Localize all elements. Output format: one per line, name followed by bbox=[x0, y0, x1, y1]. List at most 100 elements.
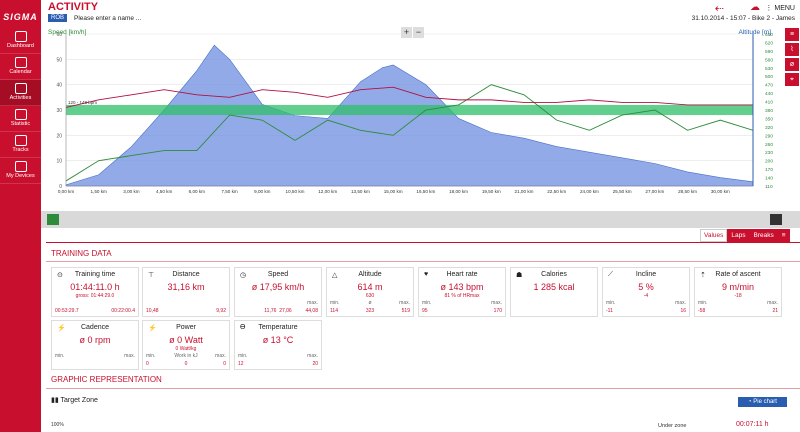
card-subvalue: 81 % of HRmax bbox=[419, 293, 505, 299]
x-tick: 15,00 km bbox=[384, 189, 403, 194]
card-max: 0 bbox=[223, 361, 226, 367]
y-right-tick: 200 bbox=[765, 159, 773, 165]
activity-info: 31.10.2014 - 15:07 - Bike 2 - James bbox=[691, 15, 795, 22]
altitude-area bbox=[65, 44, 754, 187]
chart-tool-bar: ≡ ⌇ ø ⌖ bbox=[784, 26, 800, 226]
x-tick: 1,50 km bbox=[91, 189, 108, 194]
activity-name-input[interactable]: Please enter a name ... bbox=[74, 15, 142, 22]
tab-values[interactable]: Values bbox=[700, 229, 728, 242]
card-min: 114 bbox=[330, 308, 338, 314]
card-title: Cadence bbox=[80, 324, 110, 331]
line-chart-icon[interactable]: ⌇ bbox=[785, 43, 799, 56]
timeline-slider[interactable] bbox=[41, 211, 800, 228]
sidebar: SIGMA Dashboard Calendar Activities Stat… bbox=[0, 0, 41, 432]
card-min-label: min. bbox=[146, 353, 156, 359]
slider-start-handle[interactable] bbox=[47, 214, 59, 225]
y-left-tick: 40 bbox=[56, 83, 62, 89]
y-right-tick: 500 bbox=[765, 74, 773, 80]
cloud-upload-icon[interactable]: ☁ bbox=[750, 2, 760, 13]
top-bar: ACTIVITY ROB Please enter a name ... ⇠ ☁… bbox=[41, 0, 800, 26]
right-axis-legend[interactable]: Altitude [m] bbox=[738, 29, 771, 36]
pie-chart-button[interactable]: ◔ Pie chart bbox=[738, 397, 787, 407]
x-tick: 27,00 km bbox=[645, 189, 664, 194]
heart-icon: ♥ bbox=[424, 271, 429, 278]
pie-chart-label: Pie chart bbox=[753, 399, 777, 405]
sidebar-item-my-devices[interactable]: My Devices bbox=[0, 158, 41, 184]
card-min: 12 bbox=[238, 361, 244, 367]
menu-button[interactable]: ⋮ MENU bbox=[765, 5, 795, 12]
route-icon bbox=[14, 135, 27, 146]
card-min: -11 bbox=[606, 308, 613, 314]
stat-card: ϴ Temperature ø 13 °C min. max. 12 20 bbox=[234, 320, 322, 370]
no-filter-icon[interactable]: ø bbox=[785, 58, 799, 71]
card-min: 0 bbox=[146, 361, 149, 367]
card-sub: gross: bbox=[75, 293, 90, 299]
thermometer-icon: ϴ bbox=[240, 324, 246, 331]
heart-rate-zone-band bbox=[66, 104, 753, 116]
sidebar-item-activities[interactable]: Activities bbox=[0, 80, 41, 106]
heart-rate-line bbox=[65, 86, 753, 108]
card-title: Incline bbox=[635, 271, 657, 278]
sidebar-item-calendar[interactable]: Calendar bbox=[0, 54, 41, 80]
sidebar-item-label: Statistic bbox=[10, 121, 31, 127]
card-value: 9 m/min bbox=[721, 282, 754, 292]
card-title: Heart rate bbox=[446, 271, 478, 278]
activity-chart[interactable]: 0 10 20 30 40 50 60 110 140 170 200 230 260 290 320 350… bbox=[41, 26, 786, 226]
card-sub: 81 % of HRmax bbox=[444, 293, 480, 299]
y-left-tick: 50 bbox=[56, 57, 62, 63]
stat-card: ◷ Speed ø 17,95 km/h max. 11,76 27,06 44,08 bbox=[234, 267, 322, 317]
card-max-label: max. bbox=[399, 300, 410, 306]
percent-label: 100% bbox=[51, 422, 64, 428]
divider bbox=[46, 388, 800, 389]
x-tick: 6,00 km bbox=[189, 189, 206, 194]
back-arrow-icon[interactable]: ⇠ bbox=[714, 3, 724, 15]
tab-laps[interactable]: Laps bbox=[727, 229, 750, 242]
sidebar-item-statistic[interactable]: Statistic bbox=[0, 106, 41, 132]
menu-icon[interactable]: ≡ bbox=[777, 229, 790, 242]
card-mid-label: ø bbox=[368, 300, 372, 306]
y-right-tick: 230 bbox=[765, 150, 773, 156]
left-axis-legend[interactable]: Speed [km/h] bbox=[48, 29, 87, 36]
y-right-tick: 260 bbox=[765, 142, 773, 148]
y-right-tick: 650 bbox=[765, 32, 773, 38]
card-title: Power bbox=[176, 324, 196, 331]
sidebar-item-dashboard[interactable]: Dashboard bbox=[0, 28, 41, 54]
speed-line bbox=[65, 84, 754, 182]
x-tick: 12,00 km bbox=[318, 189, 337, 194]
stat-card: ⊙ Training time 01:44:11.0 h gross: 01:44:2… bbox=[51, 267, 139, 317]
zoom-out-button[interactable]: − bbox=[413, 27, 424, 38]
y-right-tick: 410 bbox=[765, 100, 773, 106]
page-title: ACTIVITY bbox=[48, 1, 99, 13]
x-tick: 28,50 km bbox=[678, 189, 697, 194]
y-right-tick: 470 bbox=[765, 83, 773, 89]
card-value: 31,16 km bbox=[167, 282, 205, 292]
card-mid: 0 bbox=[184, 361, 188, 367]
y-right-tick: 170 bbox=[765, 167, 773, 173]
sidebar-item-tracks[interactable]: Tracks bbox=[0, 132, 41, 158]
tab-breaks[interactable]: Breaks bbox=[749, 229, 778, 242]
target-zone-label: ▮▮ Target Zone bbox=[51, 396, 98, 404]
card-max-label: max. bbox=[215, 353, 226, 359]
card-min: 95 bbox=[422, 308, 428, 314]
calendar-icon bbox=[14, 57, 27, 68]
card-sub: -4 bbox=[643, 293, 649, 299]
card-min-label: min. bbox=[55, 353, 65, 359]
y-right-tick: 560 bbox=[765, 57, 773, 63]
card-subvalue: 630 bbox=[327, 293, 413, 299]
slider-end-handle[interactable] bbox=[770, 214, 782, 225]
card-value: 1 285 kcal bbox=[533, 282, 575, 292]
y-left-tick: 60 bbox=[56, 32, 62, 38]
card-max: 170 bbox=[493, 308, 502, 314]
card-max-label: max. bbox=[491, 300, 502, 306]
y-right-tick: 590 bbox=[765, 49, 773, 55]
list-icon[interactable]: ≡ bbox=[785, 28, 799, 41]
user-badge[interactable]: ROB bbox=[48, 14, 68, 22]
divider bbox=[46, 261, 800, 262]
card-value: ø 143 bpm bbox=[440, 282, 484, 292]
pin-icon[interactable]: ⌖ bbox=[785, 73, 799, 86]
divider bbox=[46, 242, 800, 243]
card-title: Distance bbox=[172, 271, 200, 278]
card-min-label: min. bbox=[606, 300, 616, 306]
zoom-in-button[interactable]: + bbox=[401, 27, 412, 38]
stat-card: △ Altitude 614 m 630 min. ø max. 114 323 519 bbox=[326, 267, 414, 317]
